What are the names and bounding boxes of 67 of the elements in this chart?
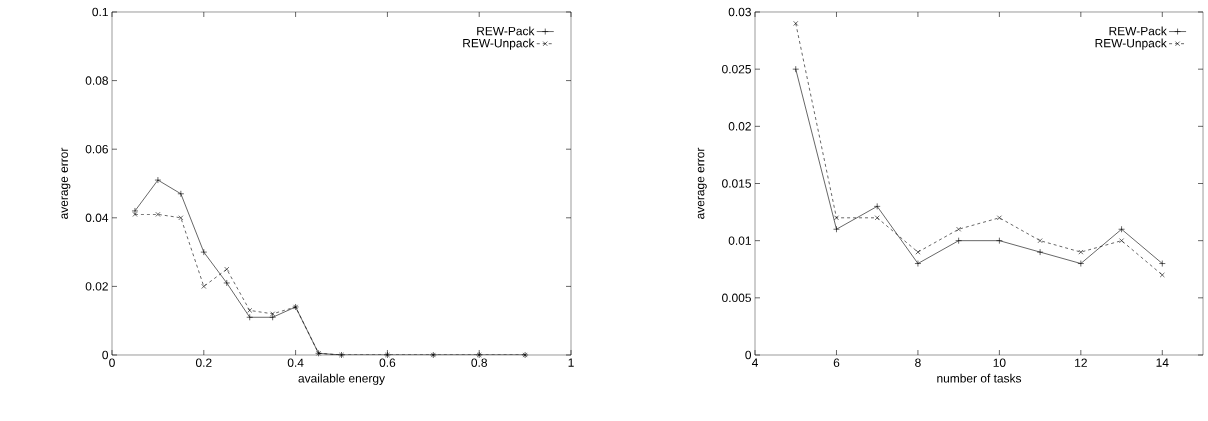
- point: [873, 203, 881, 210]
- y-tick-label: 0.02: [728, 122, 751, 131]
- legend-label: REW-Pack: [477, 26, 535, 36]
- point: [270, 311, 276, 317]
- y-tick-label: 0.025: [722, 64, 751, 74]
- point: [132, 211, 138, 217]
- point: [793, 21, 799, 26]
- point: [1118, 225, 1125, 233]
- point: [914, 260, 922, 267]
- point: [155, 211, 161, 217]
- y-tick-label: 0.005: [722, 293, 751, 303]
- point: [833, 225, 840, 233]
- point: [1159, 272, 1165, 278]
- point: [996, 215, 1002, 221]
- y-tick-label: 0.06: [85, 144, 108, 154]
- x-tick-label: 0.8: [471, 358, 487, 367]
- x-tick-label: 12: [1075, 358, 1087, 367]
- x-tick-label: 4: [751, 358, 758, 367]
- x-tick-label: 0.6: [379, 358, 396, 367]
- point: [1037, 238, 1043, 244]
- point: [131, 207, 139, 215]
- y-tick-label: 0.04: [85, 213, 109, 223]
- x-axis-title: number of tasks: [937, 373, 1022, 383]
- y-tick-label: 0.01: [728, 236, 751, 245]
- point: [177, 190, 185, 198]
- y-tick-label: 0.03: [728, 7, 751, 17]
- x-axis-title: available energy: [298, 373, 385, 385]
- point: [874, 215, 880, 221]
- x-tick-label: 0: [109, 358, 115, 367]
- point: [956, 226, 962, 232]
- point: [792, 65, 800, 73]
- point: [201, 283, 207, 289]
- point: [996, 237, 1003, 244]
- point: [246, 313, 254, 321]
- y-axis-title: average error: [697, 147, 707, 219]
- y-tick-label: 0.02: [85, 282, 108, 291]
- legend-label: REW-Unpack: [463, 38, 535, 50]
- y-axis-title: average error: [61, 147, 71, 219]
- x-tick-label: 6: [833, 358, 840, 367]
- point: [915, 249, 921, 255]
- point: [1158, 260, 1166, 267]
- x-tick-label: 0.4: [287, 358, 304, 367]
- point: [834, 215, 839, 221]
- point: [1036, 248, 1044, 256]
- point: [1078, 249, 1084, 255]
- y-tick-label: 0: [745, 350, 752, 360]
- y-tick-label: 0: [102, 350, 109, 360]
- point: [200, 248, 208, 256]
- y-tick-label: 0.08: [85, 76, 108, 85]
- point: [1119, 238, 1124, 244]
- point: [955, 237, 962, 244]
- y-tick-label: 0.015: [722, 179, 751, 188]
- legend-label: REW-Pack: [1109, 26, 1167, 36]
- point: [269, 313, 276, 321]
- y-tick-label: 0.1: [92, 7, 108, 17]
- point: [224, 266, 230, 272]
- point: [154, 176, 162, 184]
- x-tick-label: 1: [568, 358, 574, 367]
- point: [1077, 260, 1085, 267]
- legend-label: REW-Unpack: [1095, 38, 1167, 50]
- point: [223, 279, 231, 287]
- point: [178, 215, 184, 221]
- point: [247, 307, 253, 313]
- x-tick-label: 8: [915, 358, 921, 367]
- x-tick-label: 0.2: [195, 358, 212, 367]
- x-tick-label: 14: [1156, 358, 1169, 367]
- x-tick-label: 10: [993, 358, 1006, 367]
